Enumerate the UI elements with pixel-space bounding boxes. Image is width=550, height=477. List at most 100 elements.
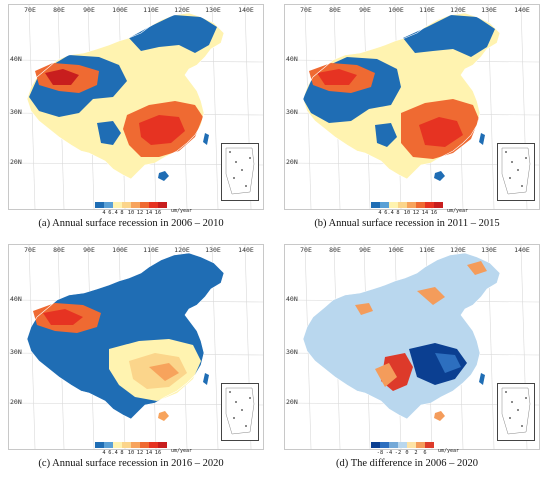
map-region — [409, 343, 467, 385]
legend-tick-label: 16 — [154, 210, 162, 216]
map-region — [303, 253, 500, 419]
legend-ticks: 4 6.4 8 10 12 14 16 — [95, 450, 205, 458]
map-region — [27, 253, 224, 419]
map-region — [435, 353, 461, 373]
latitude-label: 20N — [10, 398, 22, 406]
legend-tick-label: 6.4 — [108, 450, 118, 456]
latitude-label: 20N — [10, 158, 22, 166]
legend-swatch — [104, 202, 113, 208]
longitude-label: 120E — [450, 246, 466, 254]
legend-tick-label: 4 — [102, 450, 106, 456]
south-china-sea-inset — [497, 143, 535, 201]
map-panel-b: 70E 80E 90E 100E 110E 120E 130E 140E 40N 30N 20N 4 6… — [276, 0, 540, 237]
island-dot — [245, 425, 247, 427]
longitude-label: 120E — [174, 6, 190, 14]
longitude-label: 90E — [83, 6, 95, 14]
map-region — [419, 117, 463, 147]
legend-swatch — [131, 442, 140, 448]
island-dot — [505, 151, 507, 153]
legend-swatch — [149, 202, 158, 208]
longitude-label: 130E — [205, 246, 221, 254]
panel-caption: (a) Annual surface recession in 2006 – 2… — [38, 218, 224, 229]
longitude-label: 100E — [388, 6, 404, 14]
legend-swatch — [407, 442, 416, 448]
legend-tick-label: 14 — [145, 450, 153, 456]
panel-caption: (d) The difference in 2006 – 2020 — [336, 458, 478, 469]
legend-swatch — [149, 442, 158, 448]
latitude-label: 40N — [286, 55, 298, 63]
legend-tick-label: 6 — [423, 450, 427, 456]
legend-swatch — [398, 202, 407, 208]
map-region — [43, 309, 83, 325]
legend-ticks: 4 6.4 8 10 12 14 16 — [371, 210, 481, 218]
map-region — [375, 123, 397, 147]
latitude-label: 20N — [286, 158, 298, 166]
legend-swatch — [371, 442, 380, 448]
country-outline — [26, 252, 225, 420]
hainan-island — [434, 171, 445, 181]
legend-swatch — [122, 202, 131, 208]
legend-tick-label: 6.4 — [384, 210, 394, 216]
island-dot — [511, 161, 513, 163]
legend-swatch — [416, 442, 425, 448]
south-china-sea-inset — [221, 143, 259, 201]
island-dot — [245, 185, 247, 187]
legend-swatch — [425, 442, 434, 448]
legend-ticks: -8 -4 -2 0 2 6 — [371, 450, 481, 458]
legend-tick-label: 12 — [412, 210, 420, 216]
island-dot — [241, 409, 243, 411]
south-china-sea-inset — [497, 383, 535, 441]
longitude-label: 130E — [481, 6, 497, 14]
longitude-label: 130E — [205, 6, 221, 14]
island-dot — [229, 391, 231, 393]
legend-swatch — [113, 442, 122, 448]
taiwan-island — [203, 133, 209, 145]
legend-swatch — [434, 202, 443, 208]
longitude-label: 110E — [419, 246, 435, 254]
island-dot — [233, 417, 235, 419]
legend-swatch — [389, 202, 398, 208]
color-legend — [371, 442, 434, 448]
longitude-label: 110E — [143, 246, 159, 254]
legend-tick-label: -4 — [385, 450, 393, 456]
legend-tick-label: 4 — [102, 210, 106, 216]
legend-tick-label: 10 — [127, 450, 135, 456]
longitude-label: 100E — [112, 6, 128, 14]
legend-tick-label: 12 — [136, 210, 144, 216]
longitude-label: 70E — [300, 6, 312, 14]
legend-tick-label: 8 — [396, 210, 400, 216]
legend-tick-label: -8 — [376, 450, 384, 456]
longitude-label: 100E — [388, 246, 404, 254]
panel-caption: (c) Annual surface recession in 2016 – 2… — [38, 458, 224, 469]
island-dot — [505, 391, 507, 393]
china-map — [285, 245, 539, 449]
legend-tick-label: 12 — [136, 450, 144, 456]
panel-caption: (b) Annual surface recession in 2011 – 2… — [314, 218, 500, 229]
hainan-island — [158, 411, 169, 421]
latitude-label: 40N — [10, 55, 22, 63]
map-region — [149, 363, 179, 381]
longitude-label: 80E — [53, 246, 65, 254]
legend-ticks: 4 6.4 8 10 12 14 16 — [95, 210, 205, 218]
legend-tick-label: 8 — [120, 450, 124, 456]
legend-swatch — [425, 202, 434, 208]
legend-swatch — [158, 202, 167, 208]
island-dot — [509, 177, 511, 179]
legend-swatch — [95, 202, 104, 208]
longitude-label: 130E — [481, 246, 497, 254]
island-dot — [511, 401, 513, 403]
map-region — [467, 261, 487, 275]
hainan-island — [434, 411, 445, 421]
map-region — [375, 363, 397, 387]
legend-tick-label: 0 — [405, 450, 409, 456]
country-outline — [26, 12, 225, 180]
legend-unit: um/year — [171, 208, 193, 214]
legend-tick-label: 10 — [127, 210, 135, 216]
longitude-label: 100E — [112, 246, 128, 254]
longitude-label: 80E — [329, 246, 341, 254]
longitude-label: 70E — [24, 6, 36, 14]
map-region — [355, 303, 373, 315]
latitude-label: 40N — [286, 295, 298, 303]
longitude-label: 110E — [419, 6, 435, 14]
legend-swatch — [158, 442, 167, 448]
